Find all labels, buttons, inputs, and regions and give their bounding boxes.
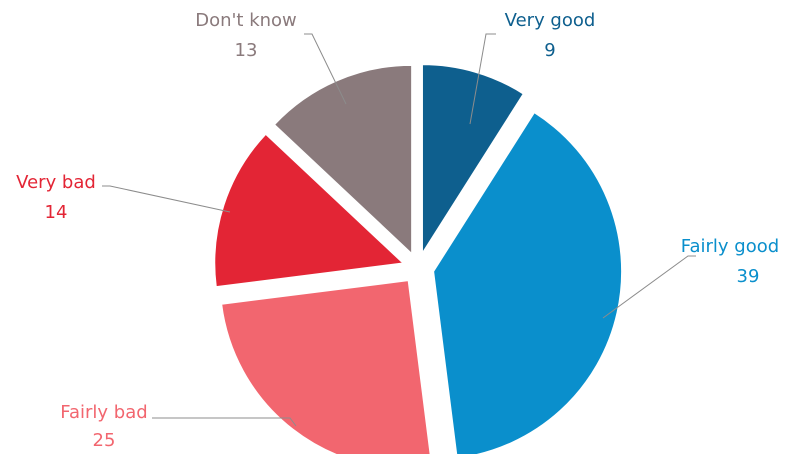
slice-very-bad <box>214 133 404 288</box>
slice-value-fairly-good: 39 <box>737 266 760 287</box>
leader-line-fairly-bad <box>152 417 297 427</box>
slice-label-don-t-know: Don't know <box>195 10 297 31</box>
leader-line-very-good <box>469 33 496 125</box>
leader-lines <box>102 33 696 427</box>
leader-line-don-t-know <box>304 33 347 105</box>
slice-value-very-bad: 14 <box>45 202 68 223</box>
slice-value-very-good: 9 <box>544 40 555 61</box>
slice-label-very-good: Very good <box>505 10 596 31</box>
slice-label-very-bad: Very bad <box>16 172 96 193</box>
slice-fairly-good <box>433 112 623 454</box>
slice-value-don-t-know: 13 <box>235 40 258 61</box>
slice-label-fairly-bad: Fairly bad <box>60 402 147 423</box>
slice-fairly-bad <box>221 280 431 454</box>
leader-line-fairly-good <box>602 255 696 319</box>
slice-don-t-know <box>273 64 413 255</box>
slice-label-fairly-good: Fairly good <box>681 236 779 257</box>
slice-labels: Very good 9 Fairly good 39 Fairly bad 25 Very … <box>16 10 779 451</box>
leader-line-very-bad <box>102 185 231 213</box>
slice-very-good <box>421 64 524 255</box>
pie-slices <box>214 64 623 454</box>
slice-value-fairly-bad: 25 <box>93 430 116 451</box>
